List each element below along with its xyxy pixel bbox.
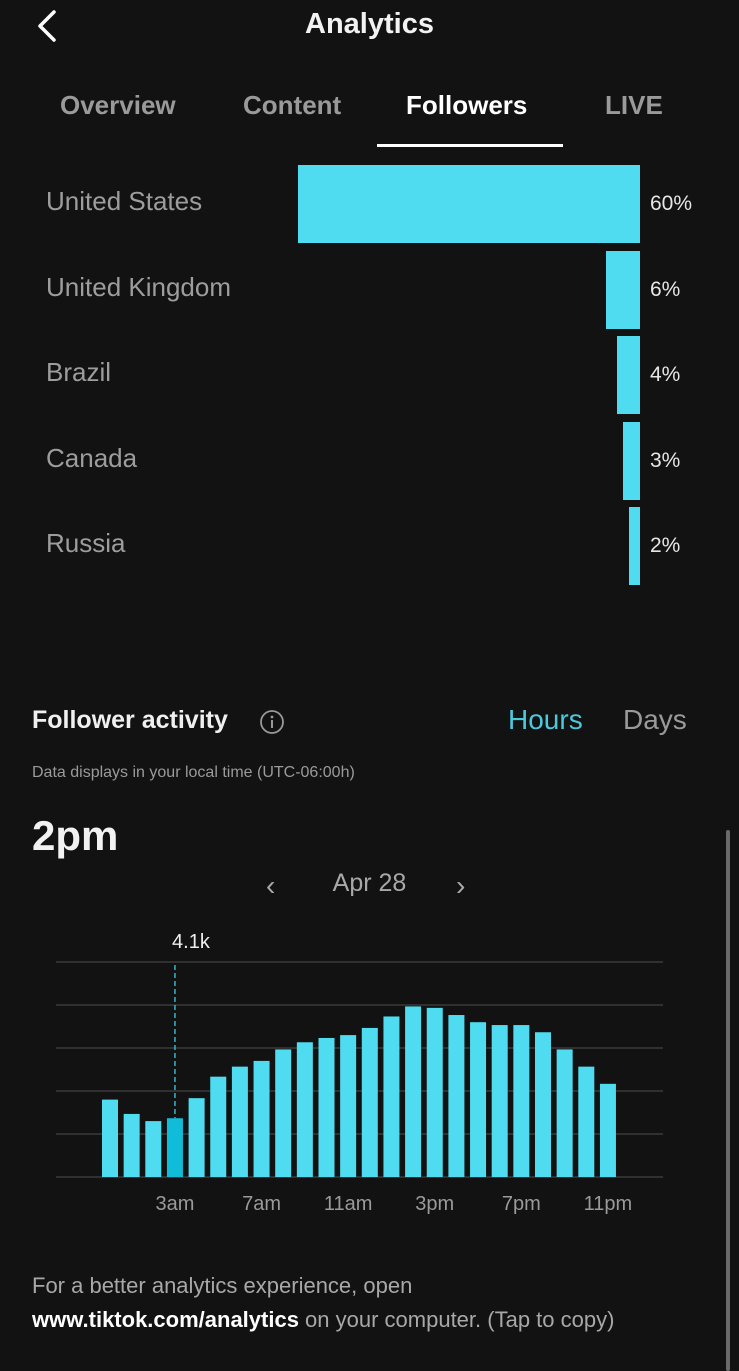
country-label: Russia	[46, 528, 126, 558]
back-chevron-left-icon[interactable]	[30, 8, 66, 44]
country-percent: 2%	[650, 534, 681, 557]
activity-bar	[253, 1060, 270, 1177]
country-bar	[617, 336, 640, 414]
activity-bar	[405, 1006, 422, 1177]
tab-content[interactable]: Content	[243, 90, 342, 120]
country-bar	[628, 507, 640, 585]
activity-bar	[535, 1032, 551, 1177]
activity-bar	[123, 1113, 140, 1177]
analytics-link[interactable]: www.tiktok.com/analytics	[32, 1307, 299, 1332]
info-icon[interactable]	[259, 709, 285, 735]
footer-text: For a better analytics experience, open	[32, 1273, 413, 1298]
country-percent: 4%	[650, 363, 681, 386]
page-title: Analytics	[305, 8, 434, 40]
activity-bar	[210, 1076, 227, 1177]
highlight-value-label: 4.1k	[172, 931, 211, 953]
x-tick-label: 3am	[155, 1193, 194, 1215]
activity-bar	[296, 1042, 313, 1177]
activity-bar	[491, 1025, 508, 1177]
country-percent: 3%	[650, 448, 681, 472]
activity-bar	[513, 1025, 530, 1177]
activity-bar	[578, 1066, 595, 1177]
country-bar	[622, 421, 640, 500]
country-percent: 60%	[650, 192, 693, 215]
activity-bar	[145, 1121, 162, 1177]
activity-bar	[599, 1083, 616, 1177]
activity-bar	[102, 1099, 118, 1177]
activity-bar	[361, 1027, 378, 1177]
country-label: United Kingdom	[46, 271, 231, 302]
scrollbar[interactable]	[726, 830, 730, 1371]
timezone-note: Data displays in your local time (UTC-06…	[32, 764, 355, 781]
country-label: Canada	[46, 442, 138, 473]
active-tab-indicator	[377, 144, 563, 147]
next-day-chevron-right-icon[interactable]: ›	[456, 870, 466, 901]
country-percent: 6%	[650, 277, 681, 301]
tab-overview[interactable]: Overview	[60, 90, 176, 120]
x-tick-label: 7am	[242, 1193, 281, 1215]
date-label: Apr 28	[332, 869, 407, 897]
activity-bar	[340, 1035, 357, 1177]
activity-bar	[188, 1098, 205, 1177]
footer-text-rest: on your computer. (Tap to copy)	[298, 1307, 615, 1332]
activity-bar	[166, 1118, 183, 1177]
activity-bar	[275, 1049, 292, 1177]
activity-bar	[556, 1049, 573, 1177]
x-tick-label: 11pm	[584, 1193, 633, 1215]
x-tick-label: 3pm	[415, 1193, 454, 1215]
days-toggle[interactable]: Days	[623, 704, 687, 735]
tab-followers[interactable]: Followers	[406, 90, 528, 120]
x-tick-label: 11am	[324, 1193, 373, 1215]
follower-activity-chart: 4.1k 3am 7am 11am 3pm 7pm 11pm	[56, 931, 663, 1215]
country-bar	[605, 250, 640, 329]
country-label: United States	[46, 186, 203, 216]
activity-bar	[426, 1007, 443, 1177]
tab-live[interactable]: LIVE	[605, 90, 663, 120]
activity-bar	[448, 1015, 465, 1177]
activity-bar	[383, 1016, 400, 1177]
previous-day-chevron-left-icon[interactable]: ‹	[266, 870, 276, 901]
activity-bar	[231, 1066, 248, 1177]
country-label: Brazil	[46, 357, 112, 387]
x-tick-label: 7pm	[502, 1193, 541, 1215]
follower-activity-title: Follower activity	[32, 706, 228, 734]
country-bar	[298, 165, 640, 243]
activity-bar	[318, 1037, 335, 1177]
hours-toggle[interactable]: Hours	[508, 704, 583, 735]
activity-bar	[470, 1022, 487, 1177]
selected-time: 2pm	[32, 812, 119, 859]
footer-copy-line[interactable]: www.tiktok.com/analytics on your compute…	[32, 1307, 614, 1333]
